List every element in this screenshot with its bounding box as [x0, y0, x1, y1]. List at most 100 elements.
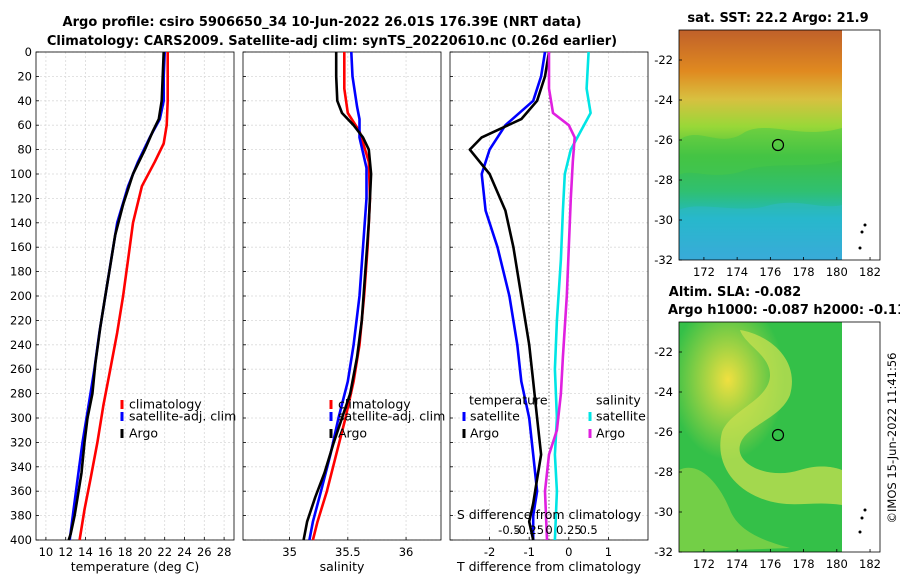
temperature-panel: 0 20 40 60 80 100 120 140 160 180 200 220 240 260 280 3…: [10, 45, 236, 574]
x-tick-label: 35.5: [335, 545, 361, 559]
y-tick-label: 280: [10, 387, 32, 401]
series-line-s-argo: [543, 52, 577, 541]
y-tick-label: 80: [17, 143, 32, 157]
y-tick-label: 240: [10, 338, 32, 352]
series-line-argo: [67, 51, 165, 541]
x-tick-label: 28: [217, 545, 232, 559]
x-tick-label: 22: [157, 545, 172, 559]
sst-map-title: sat. SST: 22.2 Argo: 21.9: [687, 11, 868, 26]
map-y-tick-label: -22: [654, 53, 673, 67]
y-tick-label: 40: [17, 94, 32, 108]
legend-label-s-argo: Argo: [596, 426, 625, 441]
series-line-argo: [302, 52, 373, 541]
map-y-tick-label: -26: [654, 425, 673, 439]
series-line-climatology: [311, 52, 372, 541]
map-y-tick-label: -28: [654, 173, 673, 187]
salinity-legend: climatology satellite-adj. clim Argo: [329, 397, 445, 441]
series-line-s-satellite: [553, 51, 592, 541]
y-tick-label: 300: [10, 411, 32, 425]
sst-map: sat. SST: 22.2 Argo: 21.9 -22 -24 -26 -28 -3…: [654, 11, 881, 279]
legend-label-climatology: climatology: [338, 397, 411, 412]
map-y-tick-label: -30: [654, 505, 673, 519]
map-y-tick-label: -28: [654, 465, 673, 479]
map-x-tick-label: 180: [826, 265, 848, 279]
island-marker: [863, 508, 867, 512]
y-tick-label: 20: [17, 69, 32, 83]
sla-map-title-line2: Argo h1000: -0.087 h2000: -0.11: [668, 303, 900, 318]
map-x-tick-label: 182: [859, 557, 881, 571]
map-x-tick-label: 178: [793, 265, 815, 279]
map-y-tick-label: -22: [654, 345, 673, 359]
map-y-tick-label: -30: [654, 213, 673, 227]
y-tick-label: 120: [10, 191, 32, 205]
legend-label-t-argo: Argo: [470, 426, 499, 441]
t-difference-xlabel: T difference from climatology: [456, 559, 642, 574]
island-marker: [863, 223, 867, 227]
sst-map-frame: [678, 29, 881, 261]
legend-label-argo: Argo: [338, 426, 367, 441]
legend-label-satellite: satellite-adj. clim: [338, 409, 445, 424]
map-x-tick-label: 182: [859, 265, 881, 279]
s-diff-tick-label: 0: [545, 523, 552, 537]
legend-label-climatology: climatology: [129, 397, 202, 412]
y-tick-label: 360: [10, 484, 32, 498]
legend-label-t-satellite: satellite: [470, 409, 520, 424]
map-x-tick-label: 174: [726, 265, 748, 279]
legend-label-argo: Argo: [129, 426, 158, 441]
sla-land-area: [842, 322, 880, 552]
map-y-tick-label: -26: [654, 133, 673, 147]
island-marker: [860, 516, 864, 520]
sst-pattern: [679, 128, 842, 175]
series-line-t-argo: [468, 51, 551, 541]
map-x-tick-label: 176: [759, 265, 781, 279]
legend-title-salinity: salinity: [596, 393, 641, 408]
y-tick-label: 60: [17, 118, 32, 132]
x-tick-label: -1: [523, 545, 534, 559]
x-tick-label: 35: [282, 545, 297, 559]
difference-legend: temperature satellite Argo salinity sate…: [462, 393, 646, 441]
sla-pattern: [679, 467, 790, 552]
x-tick-label: 16: [98, 545, 113, 559]
legend-label-satellite: satellite-adj. clim: [129, 409, 236, 424]
sst-land-area: [842, 30, 880, 260]
x-tick-label: 14: [78, 545, 93, 559]
map-x-tick-label: 180: [826, 557, 848, 571]
x-tick-label: 26: [197, 545, 212, 559]
series-line-climatology: [78, 52, 169, 541]
s-diff-tick-label: -0.25: [514, 523, 544, 537]
x-tick-label: 12: [58, 545, 73, 559]
sla-map-frame: [678, 321, 881, 553]
figure-title-line2: Climatology: CARS2009. Satellite-adj cli…: [47, 34, 617, 49]
temperature-xlabel: temperature (deg C): [71, 559, 200, 574]
map-x-tick-label: 178: [793, 557, 815, 571]
sla-map-title-line1: Altim. SLA: -0.082: [669, 285, 801, 300]
y-tick-label: 320: [10, 435, 32, 449]
map-y-tick-label: -24: [654, 385, 673, 399]
map-x-tick-label: 176: [759, 557, 781, 571]
y-tick-label: 260: [10, 362, 32, 376]
y-tick-label: 400: [10, 533, 32, 547]
s-difference-label: S difference from climatology: [457, 507, 642, 522]
x-tick-label: 0: [565, 545, 572, 559]
y-tick-label: 220: [10, 313, 32, 327]
y-tick-label: 100: [10, 167, 32, 181]
salinity-axes-frame: [242, 51, 442, 541]
s-diff-tick-label: 0.25: [556, 523, 582, 537]
series-line-satellite-adj-clim: [308, 51, 368, 541]
sla-pattern: [720, 330, 842, 505]
x-tick-label: 10: [39, 545, 54, 559]
salinity-xlabel: salinity: [320, 559, 365, 574]
x-tick-label: -2: [484, 545, 495, 559]
map-y-tick-label: -32: [654, 253, 673, 267]
island-marker: [858, 246, 862, 250]
x-tick-label: 20: [138, 545, 153, 559]
sst-pattern: [679, 202, 842, 260]
y-tick-label: 380: [10, 509, 32, 523]
y-tick-label: 200: [10, 289, 32, 303]
temperature-axes-frame: [35, 51, 235, 541]
map-x-tick-label: 174: [726, 557, 748, 571]
y-tick-label: 180: [10, 265, 32, 279]
island-marker: [858, 530, 862, 534]
argo-position-marker: [771, 428, 785, 442]
